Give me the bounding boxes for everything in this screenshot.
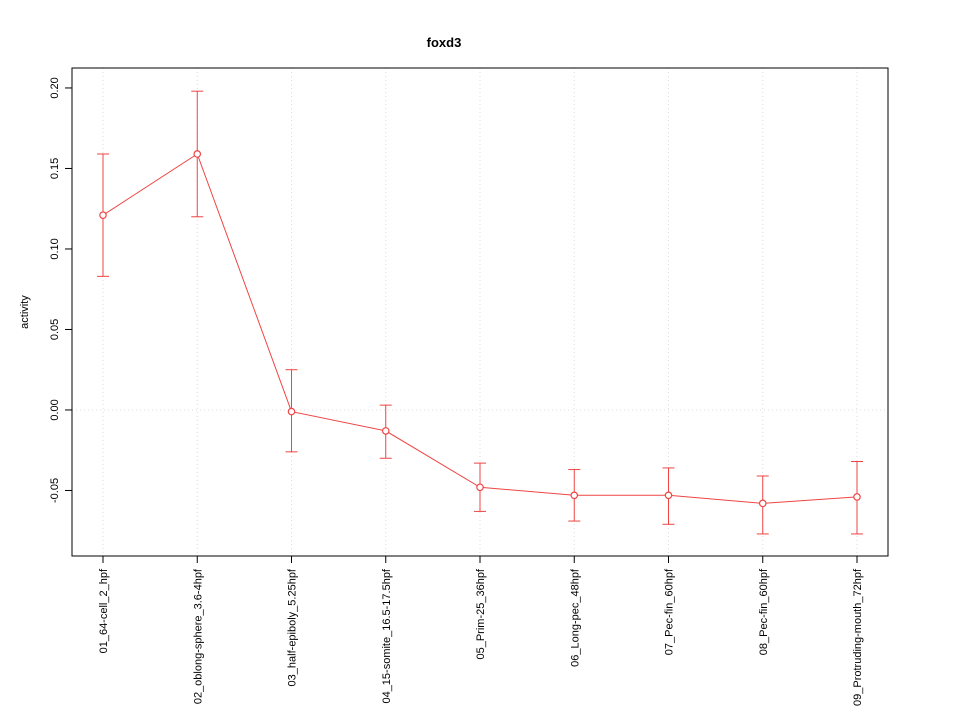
error-bars xyxy=(97,90,863,535)
data-points xyxy=(99,150,861,508)
svg-text:04_15-somite_16.5-17.5hpf: 04_15-somite_16.5-17.5hpf xyxy=(381,568,393,703)
data-point xyxy=(758,499,767,508)
svg-text:-0.05: -0.05 xyxy=(49,478,61,503)
svg-text:06_Long-pec_48hpf: 06_Long-pec_48hpf xyxy=(569,568,581,667)
data-point xyxy=(476,483,484,492)
x-axis: 01_64-cell_2_hpf 02_oblong-sphere_3.6-4hp… xyxy=(98,556,864,706)
svg-text:03_half-epiboly_5.25hpf: 03_half-epiboly_5.25hpf xyxy=(287,568,299,686)
svg-text:0.15: 0.15 xyxy=(49,158,61,179)
svg-text:0.00: 0.00 xyxy=(49,399,61,420)
svg-text:02_oblong-sphere_3.6-4hpf: 02_oblong-sphere_3.6-4hpf xyxy=(192,568,204,704)
svg-text:0.20: 0.20 xyxy=(49,77,61,98)
data-point xyxy=(99,211,107,219)
y-axis: -0.05 0.00 0.05 0.10 0.15 0.20 xyxy=(49,77,72,503)
data-point xyxy=(853,493,861,501)
svg-text:07_Pec-fin_60hpf: 07_Pec-fin_60hpf xyxy=(664,568,676,655)
data-point xyxy=(287,407,296,416)
svg-text:08_Pec-fin_60hpf: 08_Pec-fin_60hpf xyxy=(758,568,770,655)
gridlines xyxy=(72,68,888,556)
data-point xyxy=(381,427,390,435)
svg-text:09_Protruding-mouth_72hpf: 09_Protruding-mouth_72hpf xyxy=(852,568,864,706)
data-point xyxy=(664,491,673,500)
data-point xyxy=(193,150,202,158)
chart-title: foxd3 xyxy=(426,35,462,50)
data-point xyxy=(570,491,579,500)
svg-text:01_64-cell_2_hpf: 01_64-cell_2_hpf xyxy=(98,568,110,653)
svg-text:0.10: 0.10 xyxy=(49,238,61,259)
svg-text:0.05: 0.05 xyxy=(49,319,61,340)
svg-text:05_Prim-25_36hpf: 05_Prim-25_36hpf xyxy=(475,568,487,659)
